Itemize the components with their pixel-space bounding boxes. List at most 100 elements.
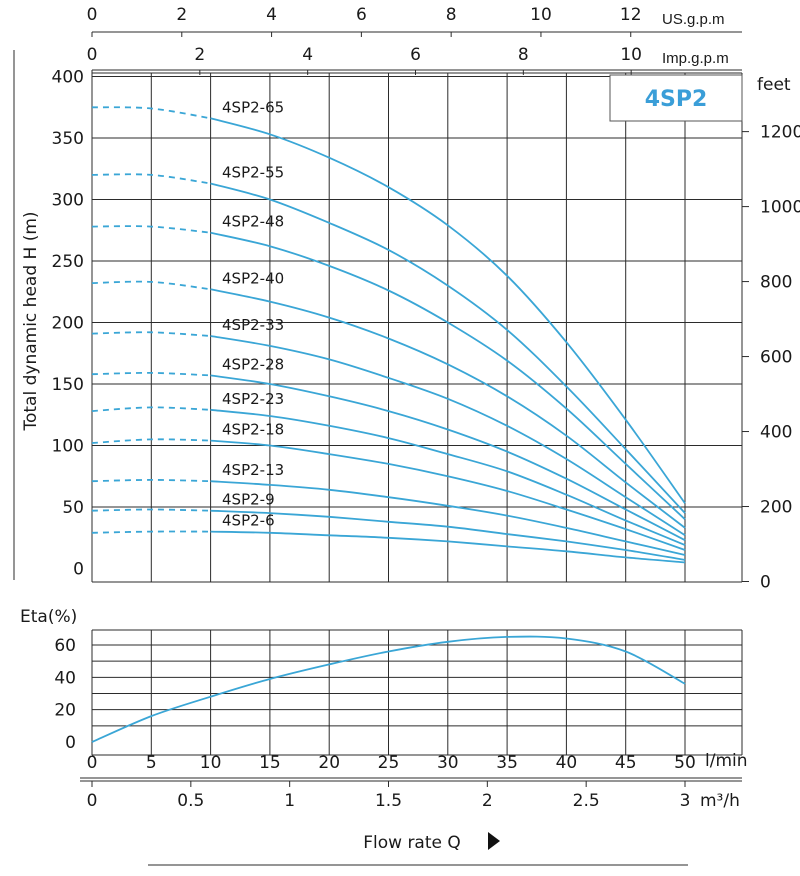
curve-4SP2-55: [210, 182, 686, 514]
impgpm-tick-label: 4: [302, 45, 313, 65]
eta-axis-title: Eta(%): [20, 607, 77, 627]
lmin-tick-label: 10: [200, 753, 222, 773]
curve-dashed-4SP2-65: [91, 106, 211, 120]
head-tick-label: 350: [52, 129, 84, 149]
lmin-tick-label: 30: [437, 753, 459, 773]
model-label-4SP2-65: 4SP2-65: [222, 98, 284, 116]
m3h-tick-label: 3: [680, 791, 691, 811]
lmin-tick-label: 0: [87, 753, 98, 773]
usgpm-tick-label: 6: [356, 5, 367, 25]
eta-chart-grid: 0 20 40 60: [54, 629, 743, 756]
curve-dashed-4SP2-23: [91, 406, 211, 412]
model-label-4SP2-55: 4SP2-55: [222, 164, 284, 182]
m3h-unit: m³/h: [700, 791, 740, 811]
head-chart-grid: 0 50 100 150 200 250 300 350 400 0 200 400 600 800 100…: [52, 68, 800, 593]
usgpm-tick-label: 8: [446, 5, 457, 25]
play-arrow-icon: [488, 832, 500, 850]
curve-dashed-4SP2-48: [91, 225, 211, 234]
badge-text: 4SP2: [645, 87, 708, 112]
curve-dashed-4SP2-55: [91, 173, 211, 185]
lmin-unit: l/min: [705, 751, 748, 771]
head-tick-label: 150: [52, 375, 84, 395]
head-tick-label: 100: [52, 437, 84, 457]
curve-dashed-4SP2-13: [91, 478, 211, 483]
model-label-4SP2-18: 4SP2-18: [222, 421, 284, 439]
model-label-4SP2-28: 4SP2-28: [222, 355, 284, 373]
model-label-4SP2-33: 4SP2-33: [222, 316, 284, 334]
model-label-4SP2-6: 4SP2-6: [222, 512, 275, 530]
feet-tick-label: 800: [760, 273, 792, 293]
curve-4SP2-13: [210, 480, 686, 556]
lmin-tick-label: 25: [378, 753, 400, 773]
model-labels: 4SP2-65 4SP2-55 4SP2-48 4SP2-40 4SP2-33 4SP2-…: [222, 98, 284, 529]
m3h-tick-label: 2.5: [573, 791, 600, 811]
feet-tick-label: 1200: [760, 123, 800, 143]
curve-dashed-4SP2-18: [91, 438, 211, 444]
head-tick-label: 0: [73, 560, 84, 580]
curve-dashed-4SP2-6: [91, 530, 211, 534]
lmin-tick-label: 20: [318, 753, 340, 773]
usgpm-tick-label: 0: [87, 5, 98, 25]
impgpm-unit: Imp.g.p.m: [662, 50, 729, 67]
head-tick-label: 50: [62, 498, 84, 518]
curve-dashed-4SP2-40: [91, 280, 211, 291]
model-label-4SP2-23: 4SP2-23: [222, 390, 284, 408]
flow-rate-title: Flow rate Q: [363, 833, 461, 853]
lmin-tick-label: 40: [556, 753, 578, 773]
model-label-4SP2-13: 4SP2-13: [222, 461, 284, 479]
feet-tick-label: 600: [760, 348, 792, 368]
head-tick-label: 300: [52, 191, 84, 211]
feet-tick-label: 0: [760, 573, 771, 593]
m3h-tick-label: 0.5: [177, 791, 204, 811]
impgpm-tick-label: 10: [620, 45, 642, 65]
eta-tick-label: 40: [54, 668, 76, 688]
efficiency-curve: [91, 635, 686, 743]
head-axis-title: Total dynamic head H (m): [21, 211, 41, 431]
feet-tick-label: 1000: [760, 198, 800, 218]
lmin-tick-label: 50: [674, 753, 696, 773]
efficiency-line: [91, 635, 686, 743]
curve-4SP2-6: [210, 530, 686, 564]
eta-tick-label: 0: [65, 733, 76, 753]
head-curves: [91, 106, 686, 564]
curve-dashed-4SP2-9: [91, 508, 211, 512]
curve-4SP2-40: [210, 288, 686, 529]
bottom-flow-axes: l/min m³/h 0 5 10 15 20 25 30 35 40 45 50 0 0.5 1 1.5 2…: [80, 751, 748, 811]
curve-4SP2-28: [210, 374, 686, 542]
head-tick-label: 400: [52, 68, 84, 88]
curve-4SP2-23: [210, 408, 686, 546]
curve-4SP2-9: [210, 509, 686, 561]
impgpm-tick-label: 0: [87, 45, 98, 65]
lmin-tick-label: 45: [615, 753, 637, 773]
impgpm-tick-label: 8: [518, 45, 529, 65]
head-tick-label: 200: [52, 314, 84, 334]
curve-dashed-4SP2-33: [91, 331, 211, 337]
head-tick-label: 250: [52, 252, 84, 272]
model-label-4SP2-40: 4SP2-40: [222, 269, 284, 287]
m3h-tick-label: 1.5: [375, 791, 402, 811]
usgpm-tick-label: 2: [176, 5, 187, 25]
feet-tick-label: 400: [760, 423, 792, 443]
feet-unit: feet: [757, 75, 791, 95]
model-badge: 4SP2: [609, 74, 743, 122]
usgpm-tick-label: 4: [266, 5, 277, 25]
eta-tick-label: 60: [54, 636, 76, 656]
usgpm-tick-label: 10: [530, 5, 552, 25]
curve-4SP2-33: [210, 335, 686, 537]
m3h-tick-label: 0: [87, 791, 98, 811]
curve-dashed-4SP2-28: [91, 371, 211, 377]
model-label-4SP2-9: 4SP2-9: [222, 491, 275, 509]
model-label-4SP2-48: 4SP2-48: [222, 213, 284, 231]
usgpm-tick-label: 12: [620, 5, 642, 25]
impgpm-tick-label: 2: [194, 45, 205, 65]
impgpm-tick-label: 6: [410, 45, 421, 65]
lmin-tick-label: 15: [259, 753, 281, 773]
m3h-tick-label: 1: [284, 791, 295, 811]
curve-4SP2-65: [210, 117, 686, 504]
usgpm-unit: US.g.p.m: [662, 11, 725, 28]
eta-tick-label: 20: [54, 701, 76, 721]
m3h-tick-label: 2: [482, 791, 493, 811]
badge-box: [609, 74, 743, 122]
top-flow-axes: US.g.p.m Imp.g.p.m 0 2 4 6 8 10 120 2 4 6 8 10: [87, 5, 742, 75]
